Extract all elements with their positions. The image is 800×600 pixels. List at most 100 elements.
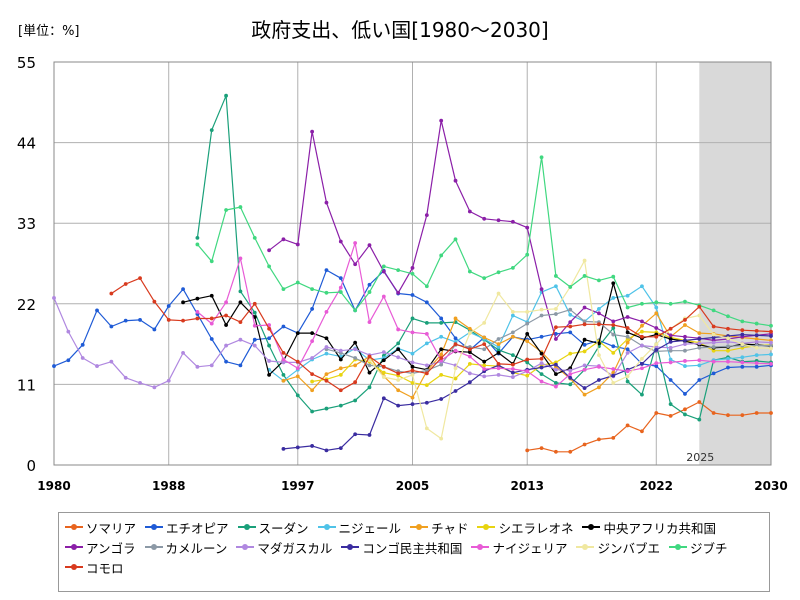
data-point-11 bbox=[582, 367, 587, 372]
data-point-13 bbox=[338, 290, 343, 294]
data-point-3 bbox=[769, 352, 773, 357]
legend-label: ジンバブエ bbox=[597, 540, 660, 556]
data-point-4 bbox=[410, 395, 415, 400]
data-point-11 bbox=[769, 361, 773, 366]
data-point-11 bbox=[597, 364, 601, 369]
data-point-0 bbox=[769, 411, 773, 415]
y-tick-label: 44 bbox=[17, 135, 36, 153]
data-point-1 bbox=[267, 336, 271, 341]
data-point-10 bbox=[295, 445, 300, 450]
data-point-13 bbox=[467, 269, 472, 274]
data-point-14 bbox=[252, 301, 257, 306]
data-point-4 bbox=[338, 366, 343, 371]
data-point-1 bbox=[726, 365, 730, 370]
data-point-6 bbox=[338, 357, 343, 362]
data-point-2 bbox=[410, 316, 415, 321]
data-point-14 bbox=[166, 318, 171, 322]
data-point-2 bbox=[668, 402, 673, 407]
legend-item: マダガスカル bbox=[236, 537, 332, 557]
data-point-11 bbox=[496, 366, 501, 371]
legend-item: エチオピア bbox=[145, 517, 229, 537]
data-point-11 bbox=[654, 361, 659, 366]
data-point-13 bbox=[209, 259, 214, 264]
data-point-9 bbox=[224, 343, 228, 348]
data-point-12 bbox=[396, 378, 401, 382]
y-tick-label: 0 bbox=[26, 457, 36, 475]
data-point-2 bbox=[510, 353, 515, 357]
data-point-7 bbox=[482, 216, 487, 221]
data-point-5 bbox=[611, 350, 616, 355]
data-point-3 bbox=[597, 307, 601, 311]
data-point-10 bbox=[338, 446, 343, 451]
data-point-11 bbox=[209, 321, 214, 326]
data-point-9 bbox=[310, 356, 315, 360]
data-point-2 bbox=[424, 320, 429, 325]
data-point-8 bbox=[439, 362, 444, 367]
data-point-7 bbox=[267, 248, 271, 253]
data-point-10 bbox=[769, 334, 773, 338]
data-point-2 bbox=[224, 93, 228, 98]
data-point-5 bbox=[525, 373, 530, 378]
data-point-6 bbox=[381, 358, 386, 363]
data-point-9 bbox=[252, 343, 257, 348]
data-point-13 bbox=[740, 319, 745, 324]
data-point-1 bbox=[654, 364, 659, 368]
data-point-13 bbox=[396, 268, 401, 272]
data-point-0 bbox=[683, 407, 687, 412]
data-point-8 bbox=[683, 348, 687, 353]
legend-label: エチオピア bbox=[166, 520, 229, 536]
data-point-4 bbox=[496, 342, 501, 346]
legend-swatch bbox=[410, 522, 429, 532]
data-point-12 bbox=[496, 291, 501, 296]
data-point-2 bbox=[640, 392, 644, 397]
data-point-6 bbox=[252, 315, 257, 319]
x-tick-label: 1980 bbox=[37, 479, 70, 493]
data-point-9 bbox=[668, 345, 673, 350]
legend-swatch bbox=[145, 522, 164, 532]
data-point-14 bbox=[338, 388, 343, 393]
data-point-0 bbox=[611, 435, 616, 440]
data-point-12 bbox=[510, 309, 515, 314]
data-point-1 bbox=[252, 337, 257, 342]
data-point-12 bbox=[381, 375, 386, 379]
data-point-13 bbox=[769, 323, 773, 328]
data-point-14 bbox=[711, 324, 716, 329]
data-point-4 bbox=[754, 337, 759, 341]
data-point-10 bbox=[582, 386, 587, 390]
data-point-7 bbox=[611, 319, 616, 324]
forecast-region bbox=[699, 62, 771, 465]
data-point-0 bbox=[539, 446, 544, 451]
data-point-13 bbox=[668, 301, 673, 306]
data-point-9 bbox=[66, 329, 71, 334]
data-point-4 bbox=[597, 385, 601, 390]
data-point-7 bbox=[353, 262, 358, 267]
legend-label: シエラレオネ bbox=[498, 520, 574, 536]
data-point-2 bbox=[439, 320, 444, 325]
data-point-7 bbox=[424, 213, 429, 218]
data-point-9 bbox=[138, 381, 142, 385]
data-point-11 bbox=[568, 372, 573, 377]
data-point-11 bbox=[754, 361, 759, 366]
data-point-8 bbox=[539, 313, 544, 318]
data-point-12 bbox=[726, 336, 730, 341]
series-line-6 bbox=[182, 282, 772, 376]
data-point-9 bbox=[324, 345, 329, 349]
data-point-9 bbox=[195, 364, 200, 369]
data-point-11 bbox=[381, 294, 386, 299]
data-point-1 bbox=[568, 330, 573, 335]
data-point-2 bbox=[252, 310, 257, 315]
data-point-0 bbox=[740, 413, 745, 418]
data-point-2 bbox=[281, 372, 286, 377]
data-point-13 bbox=[554, 274, 558, 278]
data-point-3 bbox=[568, 312, 573, 317]
data-point-13 bbox=[353, 308, 358, 313]
data-point-6 bbox=[496, 350, 501, 355]
data-point-13 bbox=[224, 208, 228, 212]
data-point-8 bbox=[353, 356, 358, 360]
data-point-5 bbox=[410, 381, 415, 385]
data-point-7 bbox=[640, 319, 644, 324]
data-point-1 bbox=[453, 336, 458, 341]
data-point-12 bbox=[697, 313, 702, 318]
data-point-14 bbox=[238, 320, 243, 325]
data-point-4 bbox=[310, 388, 315, 393]
